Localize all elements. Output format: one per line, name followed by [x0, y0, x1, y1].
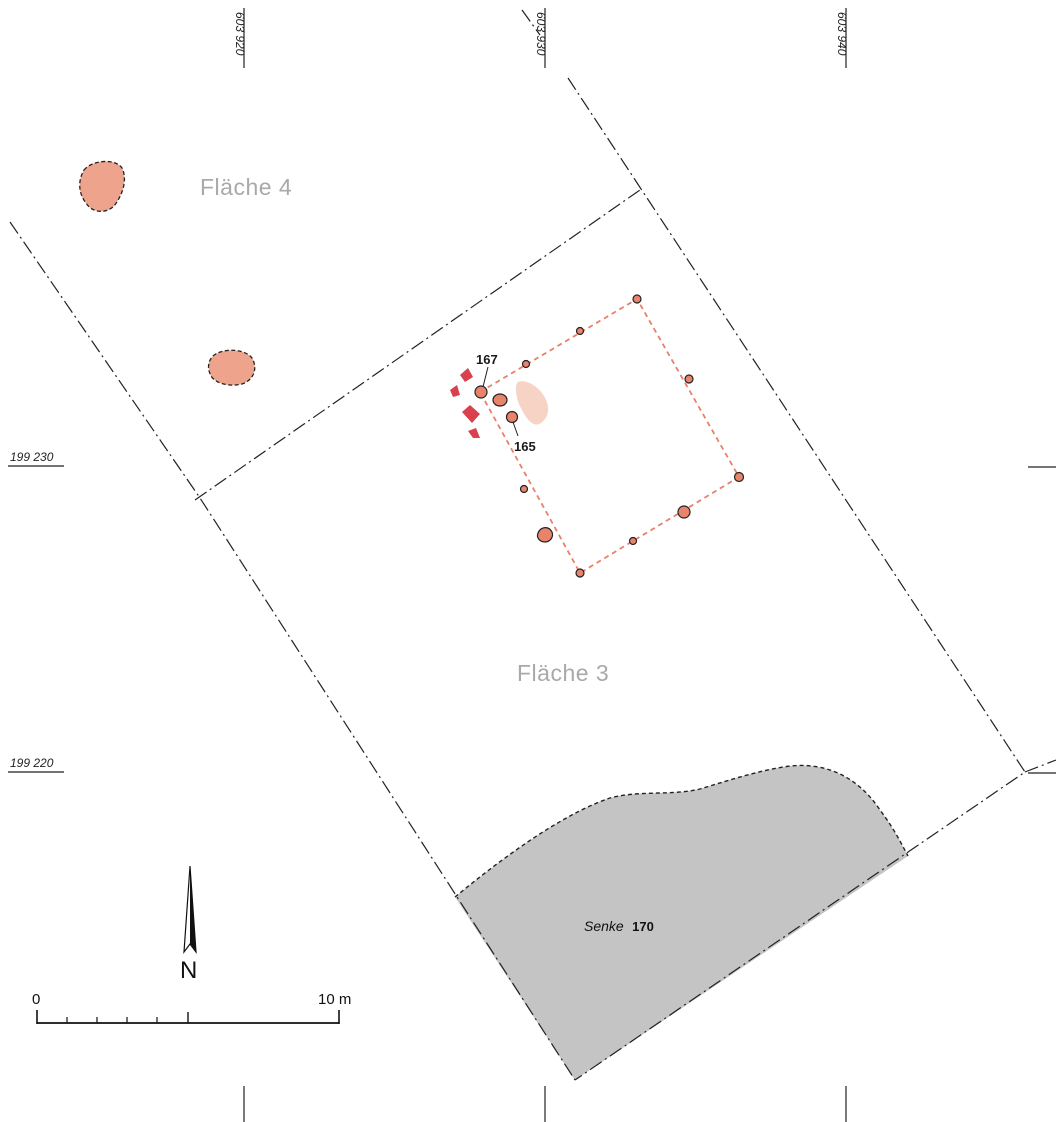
- coord-label-northing-1: 199 230: [10, 450, 54, 464]
- extension-line-right: [1024, 759, 1056, 773]
- area-divider-line: [194, 189, 641, 501]
- coord-label-northing-2: 199 220: [10, 756, 54, 770]
- stone: [468, 428, 480, 438]
- posthole-167: [474, 385, 488, 399]
- pit-north: [79, 160, 126, 212]
- house-outline: [478, 297, 741, 575]
- posthole: [677, 505, 691, 519]
- depression-senke-170: [455, 765, 908, 1080]
- coord-label-easting-2: 603 930: [534, 12, 548, 56]
- depression-label-text: Senke: [584, 918, 624, 934]
- leader-line-165: [512, 421, 519, 437]
- posthole: [733, 471, 745, 483]
- excavation-boundary-left: [9, 221, 576, 1081]
- posthole: [519, 484, 529, 494]
- light-area: [515, 381, 549, 425]
- area-label-flaeche-4: Fläche 4: [200, 174, 292, 200]
- posthole: [492, 393, 508, 407]
- scale-bar: 0 10 m: [32, 991, 351, 1024]
- posthole: [632, 294, 642, 304]
- feature-label-165: 165: [514, 439, 536, 454]
- excavation-boundary-top: [521, 9, 541, 36]
- excavation-boundary-right: [567, 77, 1026, 1081]
- depression-label: Senke 170: [584, 918, 654, 935]
- stone: [450, 385, 460, 397]
- pit-middle: [207, 349, 256, 386]
- stone: [460, 368, 473, 382]
- posthole-165: [505, 410, 519, 424]
- coord-label-easting-3: 603 940: [835, 12, 849, 56]
- depression-outline: [454, 764, 909, 898]
- feature-label-167: 167: [476, 352, 498, 367]
- coord-label-easting-1: 603 920: [233, 12, 247, 56]
- area-label-flaeche-3: Fläche 3: [517, 660, 609, 686]
- north-arrow: N: [180, 865, 197, 984]
- posthole: [575, 326, 585, 336]
- leader-line-167: [482, 366, 489, 388]
- depression-label-number: 170: [632, 919, 654, 934]
- stone: [462, 405, 480, 423]
- posthole: [536, 527, 554, 543]
- scale-label-start: 0: [32, 991, 40, 1008]
- posthole: [628, 536, 638, 546]
- scale-label-end: 10 m: [318, 991, 351, 1008]
- posthole: [575, 568, 585, 578]
- posthole: [684, 374, 694, 384]
- north-label: N: [180, 957, 197, 984]
- posthole: [521, 359, 531, 369]
